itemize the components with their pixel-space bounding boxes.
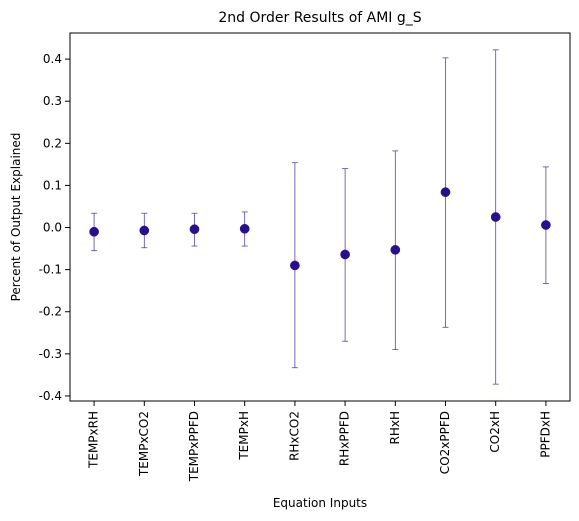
y-axis: -0.4 -0.3 -0.2 -0.1 0.0 0.1 0.2 0.3 0.4: [39, 52, 70, 403]
x-tick-label: TEMPxPPFD: [187, 411, 201, 482]
x-tick-label: RHxCO2: [287, 411, 301, 461]
x-tick-label: PPFDxH: [538, 411, 552, 458]
x-tick-label: TEMPxRH: [87, 411, 101, 469]
data-point: [139, 225, 150, 236]
y-tick-label: -0.1: [39, 263, 62, 277]
x-tick-label: TEMPxCO2: [137, 411, 151, 477]
x-axis: TEMPxRH TEMPxCO2 TEMPxPPFD TEMPxH RHxCO2 RHxP…: [87, 401, 552, 482]
x-axis-label: Equation Inputs: [273, 496, 367, 510]
y-tick-label: 0.2: [43, 136, 62, 150]
plot-frame: [69, 32, 571, 402]
data-point: [440, 187, 451, 198]
y-tick-label: 0.1: [43, 178, 62, 192]
data-points: [89, 187, 551, 271]
y-axis-label: Percent of Output Explained: [9, 133, 23, 302]
data-point: [189, 224, 200, 235]
y-tick-label: -0.2: [39, 305, 62, 319]
data-point: [490, 212, 501, 222]
data-point: [340, 249, 350, 260]
data-point: [541, 220, 551, 230]
y-tick-label: -0.3: [39, 347, 62, 361]
chart-title: 2nd Order Results of AMI g_S: [218, 10, 421, 26]
x-tick-label: RHxPPFD: [338, 411, 352, 466]
x-tick-label: CO2xPPFD: [438, 411, 452, 474]
data-point: [390, 244, 401, 255]
y-tick-label: 0.4: [43, 52, 62, 66]
data-point: [290, 260, 300, 271]
error-bars: [91, 49, 549, 385]
x-tick-label: CO2xH: [488, 411, 502, 453]
data-point: [89, 226, 99, 237]
x-tick-label: RHxH: [388, 411, 402, 445]
x-tick-label: TEMPxH: [237, 411, 251, 461]
y-tick-label: -0.4: [39, 389, 62, 403]
y-tick-label: 0.3: [43, 94, 62, 108]
data-point: [239, 223, 250, 234]
y-tick-label: 0.0: [43, 221, 62, 235]
